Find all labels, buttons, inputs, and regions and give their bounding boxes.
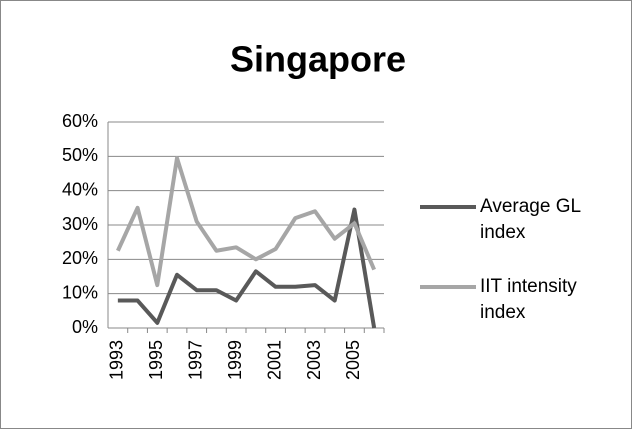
y-tick-label: 60% (62, 111, 98, 131)
x-tick-label: 2005 (343, 340, 363, 380)
legend-label: IIT intensity index (480, 276, 577, 323)
y-tick-label: 40% (62, 179, 98, 199)
series-line (116, 156, 376, 288)
x-tick-label: 2001 (264, 340, 284, 380)
y-tick-label: 50% (62, 145, 98, 165)
y-tick-label: 0% (72, 317, 98, 337)
x-tick-label: 2003 (304, 340, 324, 380)
chart-title: Singapore (230, 39, 406, 80)
y-tick-label: 10% (62, 282, 98, 302)
series-line (117, 207, 377, 329)
legend-label: Average GL index (480, 196, 581, 243)
x-tick-label: 1997 (185, 340, 205, 380)
x-tick-label: 1999 (225, 340, 245, 380)
y-tick-label: 30% (62, 214, 98, 234)
x-tick-label: 1993 (107, 340, 127, 380)
x-tick-label: 1995 (146, 340, 166, 380)
y-tick-label: 20% (62, 248, 98, 268)
